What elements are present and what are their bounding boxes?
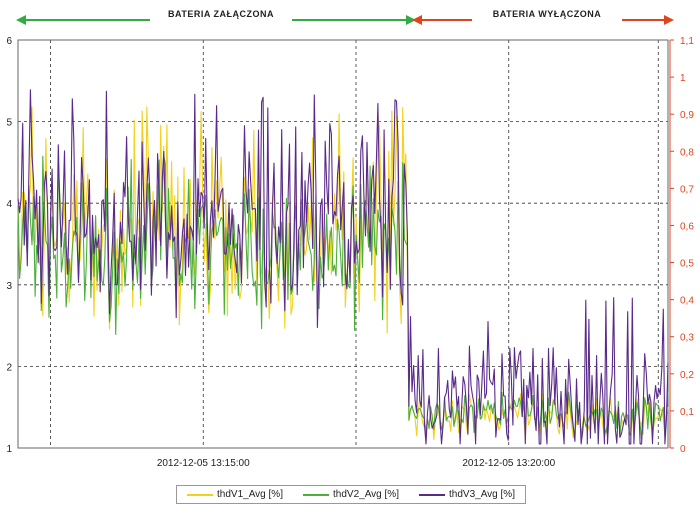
y-right-tick-label: 0,5 — [680, 259, 694, 270]
series-group — [17, 89, 669, 445]
x-tick-label: 2012-12-05 13:20:00 — [462, 458, 555, 469]
x-tick-label: 2012-12-05 13:15:00 — [157, 458, 250, 469]
legend-item-1: thdV1_Avg [%] — [187, 489, 283, 500]
legend-label-2: thdV2_Avg [%] — [333, 489, 399, 500]
y-left-tick-label: 6 — [6, 36, 12, 47]
banner-on: BATERIA ZAŁĄCZONA — [16, 7, 416, 25]
y-right-tick-label: 0,4 — [680, 296, 694, 307]
banner-off-arrowhead-left — [412, 15, 422, 25]
y-left-tick-label: 3 — [6, 281, 12, 292]
legend-item-3: thdV3_Avg [%] — [419, 489, 515, 500]
legend-label-3: thdV3_Avg [%] — [449, 489, 515, 500]
y-right-tick-label: 0,8 — [680, 147, 694, 158]
axes: 1 2 3 4 5 6 0 0,1 0,2 0,3 0,4 0,5 0,6 0,7 0,8 0,9 1 1,1 20… — [6, 36, 694, 469]
y-right-tick-label: 1,1 — [680, 36, 694, 47]
y-right-tick-label: 0,1 — [680, 407, 694, 418]
legend-label-1: thdV1_Avg [%] — [217, 489, 283, 500]
series-line-3 — [17, 89, 669, 445]
banner-off-label: BATERIA WYŁĄCZONA — [493, 9, 602, 19]
y-right-tick-label: 0,7 — [680, 184, 694, 195]
y-left-tick-label: 1 — [6, 444, 12, 455]
y-left-tick-label: 2 — [6, 362, 12, 373]
banner-off-label-bg — [472, 7, 622, 21]
legend-swatch-1 — [187, 493, 213, 496]
banner-on-label-bg — [150, 7, 292, 21]
legend: thdV1_Avg [%] thdV2_Avg [%] thdV3_Avg [%… — [176, 485, 526, 504]
y-right-tick-label: 0,6 — [680, 221, 694, 232]
y-left-tick-label: 4 — [6, 199, 12, 210]
banner-on-arrowhead-left — [16, 15, 26, 25]
chart: BATERIA ZAŁĄCZONA BATERIA WYŁĄCZONA 1 2 3 4… — [6, 7, 694, 469]
plot-frame — [17, 39, 669, 449]
legend-swatch-3 — [419, 493, 445, 496]
banner-off: BATERIA WYŁĄCZONA — [412, 7, 674, 25]
y-right-tick-label: 0,9 — [680, 110, 694, 121]
banner-on-arrowhead-right — [406, 15, 416, 25]
legend-item-2: thdV2_Avg [%] — [303, 489, 399, 500]
y-right-tick-label: 1 — [680, 73, 686, 84]
y-right-tick-label: 0,2 — [680, 370, 694, 381]
banner-off-arrowhead-right — [664, 15, 674, 25]
banner-on-label: BATERIA ZAŁĄCZONA — [168, 9, 274, 19]
y-left-tick-label: 5 — [6, 118, 12, 129]
legend-swatch-2 — [303, 493, 329, 496]
y-right-tick-label: 0,3 — [680, 333, 694, 344]
y-right-tick-label: 0 — [680, 444, 686, 455]
